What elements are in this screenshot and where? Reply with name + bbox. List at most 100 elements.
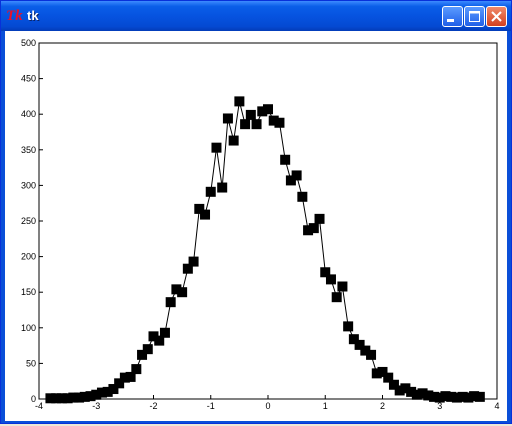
data-point bbox=[96, 387, 107, 398]
x-tick-label: 4 bbox=[494, 401, 499, 411]
y-tick-label: 50 bbox=[26, 358, 36, 368]
y-tick-label: 350 bbox=[21, 145, 36, 155]
data-point bbox=[360, 345, 371, 356]
data-point bbox=[142, 344, 153, 355]
y-tick-label: 500 bbox=[21, 38, 36, 48]
close-button[interactable] bbox=[486, 6, 507, 27]
data-point bbox=[68, 392, 79, 403]
data-point bbox=[423, 390, 434, 401]
data-point bbox=[251, 119, 262, 130]
data-point bbox=[125, 371, 136, 382]
data-point bbox=[205, 186, 216, 197]
data-point bbox=[56, 393, 67, 404]
data-point bbox=[469, 391, 480, 402]
data-point bbox=[114, 378, 125, 389]
data-point bbox=[74, 392, 85, 403]
data-point bbox=[165, 297, 176, 308]
x-tick-label: 1 bbox=[323, 401, 328, 411]
y-tick-label: 100 bbox=[21, 323, 36, 333]
maximize-button[interactable] bbox=[464, 6, 485, 27]
data-point bbox=[291, 170, 302, 181]
series-line bbox=[50, 101, 480, 399]
y-tick-label: 300 bbox=[21, 180, 36, 190]
x-tick-label: 2 bbox=[380, 401, 385, 411]
data-point bbox=[463, 392, 474, 403]
data-point bbox=[314, 213, 325, 224]
data-point bbox=[62, 393, 73, 404]
data-point bbox=[177, 287, 188, 298]
data-point bbox=[45, 393, 56, 404]
canvas-area: 0 50 100 150 200 250 300 350 400 450 500 -4 -3 -2 -1 0 1… bbox=[5, 31, 507, 421]
maximize-icon bbox=[469, 11, 480, 22]
data-point bbox=[354, 339, 365, 350]
data-point bbox=[348, 334, 359, 345]
data-point bbox=[440, 391, 451, 402]
data-point bbox=[85, 391, 96, 402]
data-point bbox=[280, 154, 291, 165]
data-point bbox=[377, 366, 388, 377]
data-point bbox=[263, 104, 273, 115]
y-tick-label: 200 bbox=[21, 252, 36, 262]
x-tick-label: -3 bbox=[92, 401, 100, 411]
y-tick-label: 0 bbox=[31, 394, 36, 404]
data-point bbox=[159, 327, 170, 338]
data-point bbox=[108, 384, 119, 395]
y-tick-label: 250 bbox=[21, 216, 36, 226]
data-point bbox=[268, 115, 279, 126]
window-title: tk bbox=[27, 8, 39, 23]
data-point bbox=[171, 284, 182, 295]
data-point bbox=[325, 274, 336, 285]
x-tick-label: -2 bbox=[149, 401, 157, 411]
data-point bbox=[394, 385, 405, 396]
data-point bbox=[245, 109, 256, 120]
data-point bbox=[285, 175, 296, 186]
data-point bbox=[366, 349, 377, 360]
x-tick-label: 0 bbox=[265, 401, 270, 411]
data-point bbox=[411, 389, 422, 400]
data-point bbox=[200, 209, 211, 220]
data-point bbox=[131, 364, 142, 375]
data-point bbox=[383, 372, 394, 383]
minimize-icon bbox=[447, 19, 454, 22]
data-point bbox=[91, 389, 102, 400]
tk-feather-icon[interactable]: Tk bbox=[6, 8, 23, 24]
data-point bbox=[137, 349, 148, 360]
y-tick-label: 150 bbox=[21, 287, 36, 297]
data-point bbox=[211, 142, 222, 153]
data-point bbox=[308, 223, 319, 234]
data-point bbox=[400, 383, 411, 394]
data-point bbox=[188, 256, 199, 267]
data-point bbox=[240, 119, 251, 130]
data-point bbox=[102, 386, 113, 397]
data-point bbox=[388, 379, 399, 390]
line-chart: 0 50 100 150 200 250 300 350 400 450 500 -4 -3 -2 -1 0 1… bbox=[21, 38, 500, 411]
data-point bbox=[429, 391, 440, 402]
data-point bbox=[297, 191, 308, 202]
data-point bbox=[217, 182, 228, 193]
data-point bbox=[154, 335, 165, 346]
data-point bbox=[417, 388, 428, 399]
data-point bbox=[320, 267, 331, 278]
data-point bbox=[371, 368, 382, 379]
data-point bbox=[434, 392, 445, 403]
data-point bbox=[457, 391, 468, 402]
data-point bbox=[331, 292, 342, 303]
data-point bbox=[119, 372, 130, 383]
y-tick-label: 450 bbox=[21, 74, 36, 84]
data-point bbox=[406, 386, 417, 397]
data-point bbox=[79, 391, 90, 402]
data-point bbox=[194, 203, 205, 214]
title-bar[interactable]: Tk tk bbox=[1, 1, 511, 31]
data-point bbox=[474, 391, 485, 402]
data-point bbox=[182, 263, 193, 274]
data-point bbox=[148, 331, 159, 342]
data-point bbox=[303, 225, 314, 236]
data-point bbox=[257, 106, 268, 117]
data-point bbox=[337, 281, 348, 292]
plot-frame bbox=[38, 42, 498, 400]
minimize-button[interactable] bbox=[442, 6, 463, 27]
data-point bbox=[222, 113, 233, 124]
y-tick-label: 400 bbox=[21, 109, 36, 119]
data-point bbox=[234, 96, 245, 107]
